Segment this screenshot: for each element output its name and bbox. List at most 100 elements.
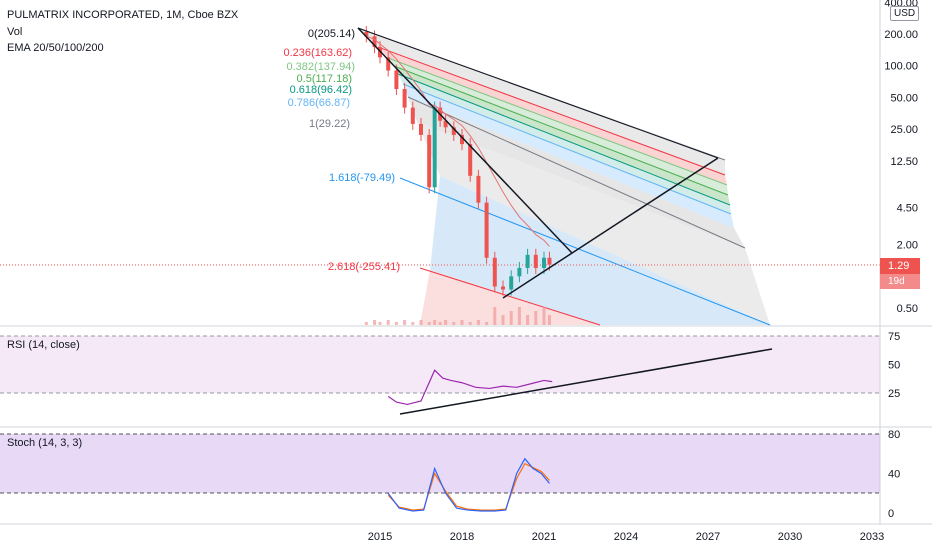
- candle-body: [476, 175, 481, 203]
- volume-bar: [476, 320, 480, 325]
- price-tick: 50.00: [890, 92, 918, 104]
- ema-line: [366, 35, 550, 247]
- fib-band-0: [358, 28, 725, 175]
- stoch-axis: 80 40 0: [888, 429, 900, 520]
- volume-bar: [468, 322, 472, 325]
- candle-body: [525, 254, 530, 268]
- time-tick: 2021: [532, 531, 556, 543]
- fib-label-6: 1(29.22): [309, 118, 350, 130]
- price-tick: 4.50: [897, 203, 918, 215]
- ema-label[interactable]: EMA 20/50/100/200: [7, 42, 104, 54]
- time-tick: 2018: [450, 531, 474, 543]
- rsi-band: [0, 336, 880, 393]
- volume-bar: [517, 307, 521, 325]
- price-axis[interactable]: 400.00 200.00 100.00 50.00 25.00 12.50 4.50 2.0…: [884, 0, 918, 315]
- rsi-tick: 75: [888, 331, 900, 343]
- candle-body: [509, 276, 514, 290]
- rsi-trendline[interactable]: [399, 348, 773, 415]
- candle-body: [542, 257, 546, 268]
- fib-labels: 0(205.14) 0.236(163.62) 0.382(137.94)0.5(1…: [284, 28, 401, 273]
- fib-label-5: 0.786(66.87): [288, 97, 350, 109]
- fib-line-2: [387, 57, 728, 186]
- candle-body: [484, 202, 489, 258]
- candle-body: [394, 70, 399, 90]
- candle-body: [492, 257, 497, 287]
- fib-label-8: 2.618(-255.41): [328, 261, 400, 273]
- currency-button[interactable]: USD: [890, 6, 920, 21]
- stoch-k-line: [387, 457, 550, 512]
- volume-bar: [394, 322, 398, 325]
- fib-line-8: [419, 267, 601, 326]
- time-axis[interactable]: 2015 2018 2021 2024 2027 2030 2033: [368, 531, 884, 543]
- volume-label[interactable]: Vol: [7, 26, 23, 38]
- price-tick: 2.00: [897, 240, 918, 252]
- price-tick: 12.50: [890, 156, 918, 168]
- volume-bar: [411, 322, 415, 325]
- volume-bar: [542, 307, 546, 325]
- channel-top-line[interactable]: [357, 27, 719, 159]
- rsi-tick: 50: [888, 360, 900, 372]
- fib-band-5: [403, 84, 734, 228]
- volume-bar: [427, 322, 431, 325]
- stoch-tick: 80: [888, 429, 900, 441]
- fib-band-3: [394, 66, 730, 205]
- stoch-d-line: [387, 462, 550, 511]
- stoch-label[interactable]: Stoch (14, 3, 3): [7, 437, 83, 449]
- candle-body: [419, 123, 423, 135]
- volume-bar: [364, 322, 368, 325]
- fib-line-7: [399, 177, 771, 326]
- volume-bar: [547, 315, 551, 325]
- candle-body: [364, 31, 369, 37]
- candle-body: [468, 144, 473, 176]
- fib-line-1: [377, 46, 726, 176]
- fib-line-5: [402, 83, 732, 215]
- fib-label-3: 0.5(117.18): [297, 73, 352, 85]
- volume-bar: [509, 311, 513, 325]
- volume-bar: [444, 320, 448, 325]
- candle-body: [443, 120, 448, 128]
- candles: [364, 25, 552, 296]
- candle-body: [386, 57, 391, 71]
- fib-label-2: 0.382(137.94): [287, 61, 356, 73]
- bar-countdown-badge: 19d 21h: [880, 274, 920, 302]
- time-tick: 2030: [778, 531, 802, 543]
- volume-bar: [493, 307, 497, 325]
- volume-bar: [403, 320, 407, 325]
- rsi-axis: 75 50 25: [888, 331, 900, 400]
- time-tick: 2015: [368, 531, 392, 543]
- candle-body: [427, 134, 432, 188]
- volume-bar: [419, 320, 423, 325]
- price-tick: 200.00: [884, 29, 918, 41]
- time-tick: 2024: [614, 531, 638, 543]
- stoch-tick: 0: [888, 508, 894, 520]
- candle-body: [410, 107, 415, 124]
- stoch-band: [0, 434, 880, 493]
- volume-bar: [534, 311, 538, 325]
- uptrend-line[interactable]: [502, 157, 719, 299]
- volume-bar: [460, 320, 464, 325]
- symbol-title[interactable]: PULMATRIX INCORPORATED, 1M, Cboe BZX: [7, 9, 239, 21]
- volume-bar: [373, 320, 377, 325]
- fib-band-7: [417, 122, 770, 325]
- volume-bar: [452, 322, 456, 325]
- rsi-line: [387, 369, 553, 406]
- candle-body: [533, 254, 538, 268]
- volume-bar: [378, 322, 382, 325]
- rsi-tick: 25: [888, 388, 900, 400]
- fib-band-8: [430, 176, 770, 325]
- volume-bars: [364, 307, 551, 325]
- candle-body: [547, 257, 552, 265]
- volume-bar: [485, 322, 489, 325]
- stoch-tick: 40: [888, 469, 900, 481]
- candle-body: [432, 107, 437, 188]
- downtrend-line[interactable]: [357, 27, 573, 254]
- candle-body: [517, 267, 522, 277]
- price-tick: 0.50: [897, 303, 918, 315]
- candle-body: [372, 36, 377, 48]
- last-price-badge: 1.29: [880, 258, 920, 274]
- rsi-label[interactable]: RSI (14, close): [7, 339, 80, 351]
- fib-band-1: [378, 47, 727, 185]
- time-tick: 2033: [860, 531, 884, 543]
- fib-line-3: [393, 65, 729, 196]
